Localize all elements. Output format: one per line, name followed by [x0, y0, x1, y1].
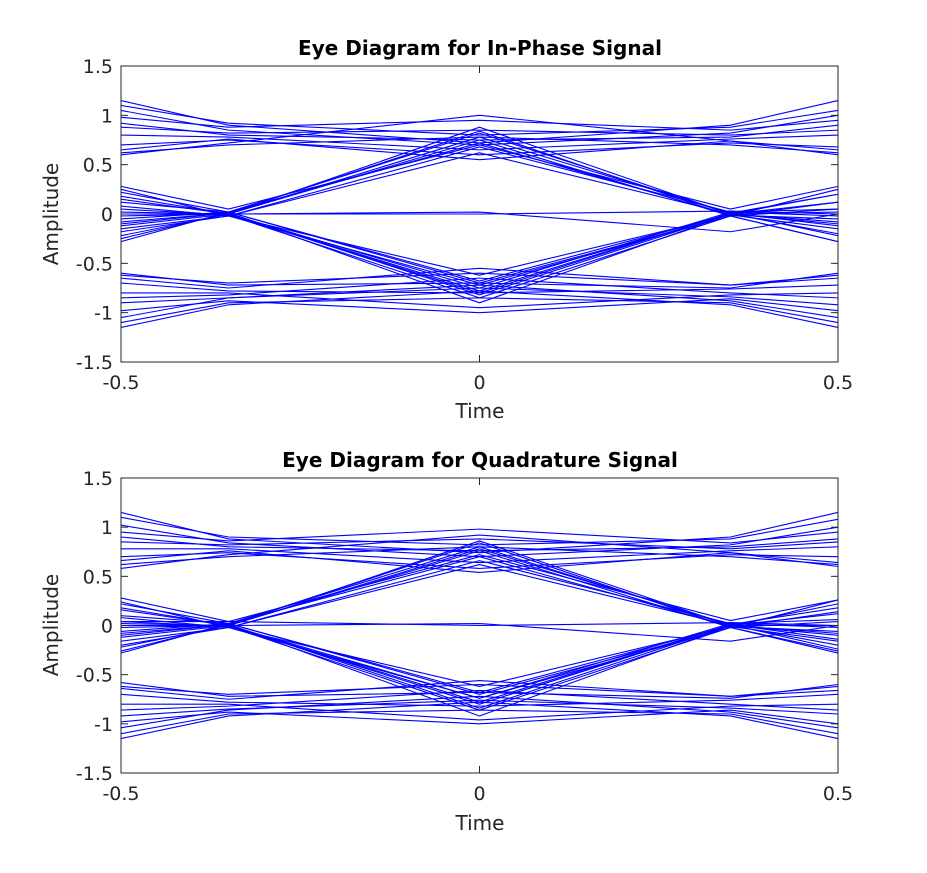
signal-trace — [120, 212, 839, 304]
trace-group — [120, 99, 839, 329]
signal-trace — [120, 290, 839, 329]
y-tick-label: 0.5 — [83, 155, 113, 177]
trace-group — [120, 511, 839, 740]
signal-trace — [120, 287, 839, 306]
signal-trace — [120, 701, 839, 740]
signal-trace — [120, 699, 839, 717]
x-tick-label: 0 — [473, 783, 485, 805]
signal-trace — [120, 212, 839, 296]
signal-trace — [120, 538, 839, 550]
y-tick-label: -1 — [94, 303, 113, 325]
quadrature-eye-diagram-axes: Eye Diagram for Quadrature Signal Time A… — [39, 448, 853, 835]
x-tick-label: -0.5 — [102, 783, 139, 805]
y-tick-label: 0 — [101, 616, 113, 638]
signal-trace — [121, 703, 839, 721]
signal-trace — [120, 282, 839, 294]
signal-trace — [120, 134, 839, 151]
signal-trace — [120, 534, 839, 570]
y-tick-label: -1.5 — [76, 763, 113, 785]
signal-trace — [120, 201, 839, 282]
signal-trace — [120, 709, 839, 725]
signal-trace — [120, 528, 839, 544]
signal-trace — [120, 683, 839, 697]
y-tick-label: 0 — [101, 204, 113, 226]
y-axis-label: Amplitude — [39, 163, 63, 266]
signal-trace — [120, 138, 839, 161]
x-axis-label: Time — [455, 811, 505, 835]
signal-trace — [120, 144, 839, 210]
y-tick-label: -1 — [94, 714, 113, 736]
signal-trace — [120, 560, 839, 629]
signal-trace — [120, 114, 839, 156]
signal-trace — [121, 622, 839, 642]
y-tick-label: 1.5 — [83, 56, 113, 78]
x-tick-label: 0.5 — [823, 783, 853, 805]
signal-trace — [120, 607, 839, 705]
signal-trace — [120, 709, 839, 735]
signal-trace — [120, 267, 839, 289]
y-tick-label: 1 — [101, 105, 113, 127]
x-axis-label: Time — [455, 399, 505, 423]
signal-trace — [120, 693, 839, 707]
signal-trace — [120, 104, 839, 136]
signal-trace — [121, 546, 839, 564]
x-tick-label: -0.5 — [102, 372, 139, 394]
signal-trace — [120, 284, 839, 319]
y-tick-label: 1.5 — [83, 468, 113, 490]
signal-trace — [120, 623, 839, 709]
signal-trace — [120, 277, 839, 299]
x-tick-label: 0.5 — [823, 372, 853, 394]
signal-trace — [120, 554, 839, 623]
signal-trace — [121, 211, 839, 233]
chart-title: Eye Diagram for In-Phase Signal — [298, 36, 662, 60]
signal-trace — [120, 548, 839, 640]
signal-trace — [120, 214, 839, 276]
y-tick-label: -0.5 — [76, 253, 113, 275]
signal-trace — [120, 695, 839, 729]
signal-trace — [120, 680, 839, 700]
signal-trace — [120, 272, 839, 286]
signal-trace — [120, 297, 839, 324]
y-tick-label: 1 — [101, 517, 113, 539]
signal-trace — [120, 116, 839, 131]
y-tick-label: -1.5 — [76, 352, 113, 374]
y-axis-label: Amplitude — [39, 574, 63, 677]
in-phase-eye-diagram-axes: Eye Diagram for In-Phase Signal Time Amp… — [39, 36, 853, 423]
signal-trace — [120, 516, 839, 546]
chart-title: Eye Diagram for Quadrature Signal — [282, 448, 678, 472]
signal-trace — [120, 622, 839, 699]
signal-trace — [120, 126, 839, 136]
signal-trace — [120, 623, 839, 717]
y-tick-label: -0.5 — [76, 665, 113, 687]
signal-trace — [121, 621, 839, 627]
signal-trace — [120, 625, 839, 688]
signal-trace — [120, 689, 839, 711]
y-tick-label: 0.5 — [83, 566, 113, 588]
signal-trace — [120, 550, 839, 573]
x-tick-label: 0 — [473, 372, 485, 394]
